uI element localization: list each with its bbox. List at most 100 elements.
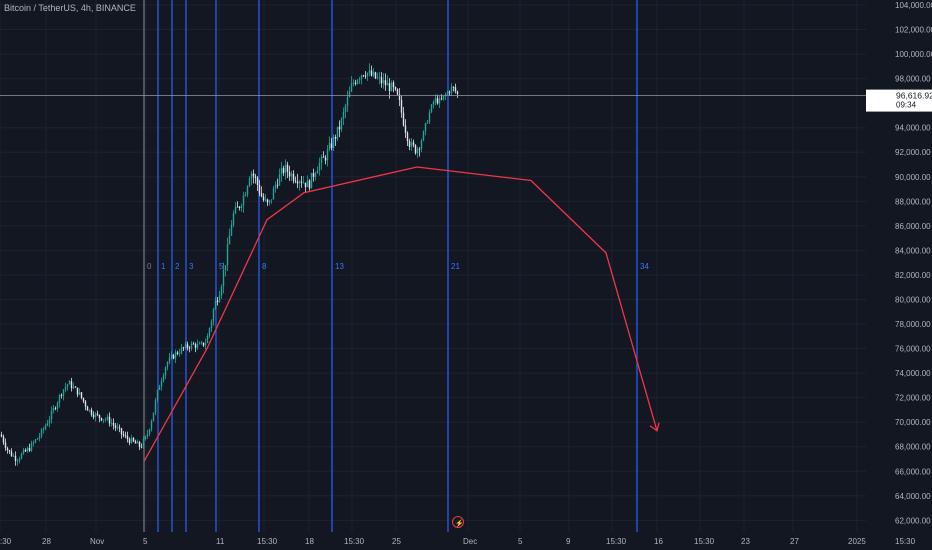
candle <box>54 406 57 411</box>
candle <box>226 237 229 272</box>
candle <box>142 436 145 449</box>
time-axis[interactable]: :30 28 Nov 5 11 15:30 18 15:30 25 Dec 5 9 15:30 16 15:… <box>0 532 932 550</box>
candle <box>230 220 233 237</box>
candle <box>170 351 173 360</box>
candle <box>442 95 445 101</box>
candle <box>314 171 317 181</box>
fib-time-zones[interactable]: 0 1 2 3 5 8 13 21 34 <box>143 0 649 532</box>
candle <box>116 423 119 431</box>
price-tick-label: 82,000.00 <box>895 271 931 280</box>
candle <box>342 107 345 125</box>
symbol-title[interactable]: Bitcoin / TetherUS, 4h, BINANCE <box>4 3 136 13</box>
candle <box>78 388 81 396</box>
candle <box>198 341 201 345</box>
candle <box>400 95 403 118</box>
candle <box>430 103 433 114</box>
candle <box>196 339 199 350</box>
candle <box>102 419 105 424</box>
candle <box>278 168 281 186</box>
candle <box>168 352 171 365</box>
candle <box>104 417 107 423</box>
candle <box>106 414 109 422</box>
candle <box>126 431 129 443</box>
candle <box>326 145 329 167</box>
candle <box>362 74 365 77</box>
price-tick-label: 98,000.00 <box>895 75 931 84</box>
candle <box>218 290 221 303</box>
price-tick-label: 94,000.00 <box>895 124 931 133</box>
candle <box>432 100 435 109</box>
time-tick-label: 9 <box>566 537 571 546</box>
candle <box>26 446 29 453</box>
price-axis[interactable]: 104,000.00 102,000.00 100,000.00 98,000.00 9… <box>866 0 932 550</box>
candle <box>158 384 161 390</box>
candle <box>408 138 411 151</box>
candle <box>220 284 223 300</box>
candle <box>166 361 169 371</box>
candle <box>62 389 65 401</box>
candle <box>172 353 175 360</box>
candle <box>46 419 49 427</box>
time-tick-label: 15:30 <box>694 537 715 546</box>
candle-countdown: 09:34 <box>896 101 917 110</box>
candle <box>260 186 263 198</box>
time-tick-label: 27 <box>790 537 799 546</box>
candle <box>344 103 347 119</box>
projection-path[interactable] <box>143 166 660 462</box>
candle <box>204 338 207 350</box>
candle <box>376 72 379 80</box>
candle <box>242 191 245 213</box>
candle <box>60 393 63 399</box>
candle <box>44 423 47 431</box>
candle <box>288 165 291 181</box>
candle <box>338 120 341 138</box>
candle <box>262 193 265 202</box>
fib-zone-label: 2 <box>175 262 180 271</box>
time-tick-label: 11 <box>216 537 225 546</box>
candle <box>92 411 95 420</box>
candle <box>422 130 425 142</box>
candle <box>238 205 241 211</box>
candle <box>416 146 419 158</box>
candle <box>256 176 259 191</box>
candle <box>398 88 401 107</box>
fib-zone-label: 0 <box>147 262 152 271</box>
price-tick-label: 68,000.00 <box>895 443 931 452</box>
candle <box>252 169 255 184</box>
candle <box>150 419 153 432</box>
candle <box>208 327 211 339</box>
candle <box>320 154 323 170</box>
candle <box>154 398 157 416</box>
candle <box>444 92 447 100</box>
candle <box>384 73 387 91</box>
fib-zone-label: 8 <box>262 262 267 271</box>
candle <box>146 429 149 439</box>
time-tick-label: 5 <box>143 537 148 546</box>
price-tick-label: 88,000.00 <box>895 197 931 206</box>
time-tick-label: 15:30 <box>895 537 916 546</box>
candle <box>52 404 55 414</box>
price-tick-label: 80,000.00 <box>895 295 931 304</box>
candle <box>16 458 19 466</box>
candle <box>30 440 33 452</box>
lightning-icon[interactable]: ⚡ <box>452 516 464 528</box>
candle <box>410 138 413 151</box>
candle <box>188 345 191 353</box>
candle <box>280 161 283 182</box>
price-tick-label: 76,000.00 <box>895 345 931 354</box>
candle <box>206 333 209 344</box>
fib-zone-label: 34 <box>640 262 649 271</box>
candle <box>190 341 193 352</box>
candle <box>418 147 421 157</box>
last-price-badge-box <box>866 89 932 112</box>
time-tick-label: Nov <box>90 537 104 546</box>
price-tick-label: 64,000.00 <box>895 492 931 501</box>
candle <box>186 341 189 351</box>
candle <box>140 443 143 449</box>
candle <box>0 431 3 438</box>
candle <box>12 453 15 458</box>
candle <box>64 382 67 393</box>
candle <box>138 440 141 450</box>
candle <box>456 90 459 98</box>
